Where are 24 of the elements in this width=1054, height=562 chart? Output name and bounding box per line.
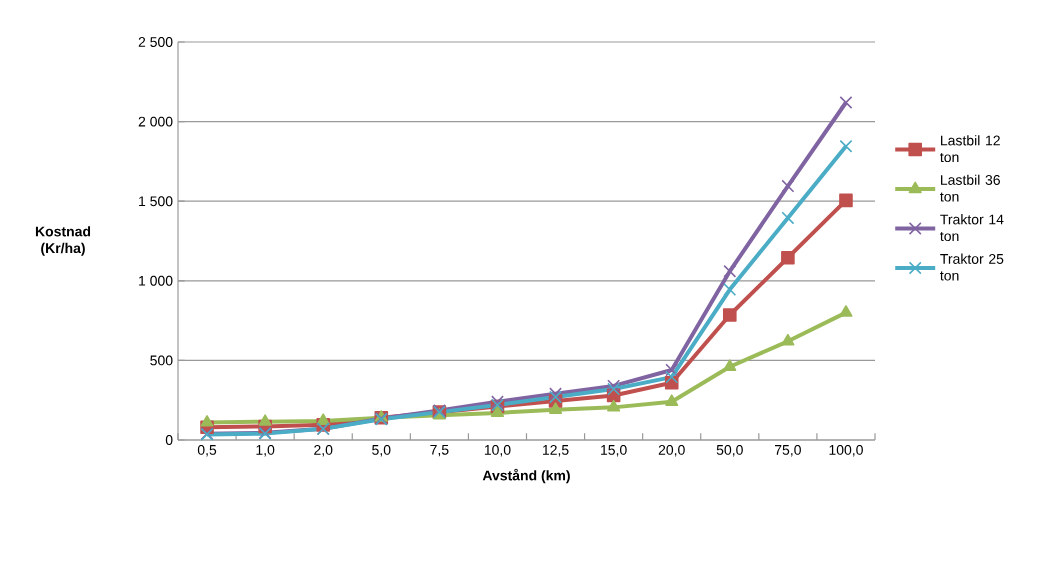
y-tick-label: 2 000 <box>138 116 173 127</box>
x-tick-label: 20,0 <box>658 444 685 457</box>
y-tick-label: 1 500 <box>139 196 173 207</box>
legend-label: Lastbil 12 ton <box>940 135 1000 163</box>
y-tick-label: 500 <box>150 355 173 366</box>
legend-label: Lastbil 36 ton <box>940 174 1000 202</box>
legend-label: Traktor 25 ton <box>940 253 1004 281</box>
x-tick-label: 1,0 <box>256 444 275 457</box>
x-tick-label: 15,0 <box>601 444 627 457</box>
x-tick-label: 2,0 <box>314 444 333 457</box>
y-tick-label: 0 <box>165 435 173 445</box>
legend-label: Traktor 14 ton <box>940 214 1004 242</box>
x-tick-label: 12,5 <box>542 444 569 457</box>
x-axis-title: Avstånd (km) <box>482 468 570 484</box>
x-tick-label: 100,0 <box>829 444 863 457</box>
x-tick-label: 0,5 <box>197 444 217 457</box>
y-tick-label: 2 500 <box>138 37 173 47</box>
y-tick-label: 1 000 <box>139 275 173 286</box>
x-tick-label: 75,0 <box>774 444 801 457</box>
x-tick-label: 10,0 <box>484 444 511 457</box>
x-tick-label: 5,0 <box>372 444 391 457</box>
x-tick-label: 50,0 <box>716 444 743 457</box>
y-axis-title: Kostnad (Kr/ha) <box>35 226 91 256</box>
x-tick-label: 7,5 <box>430 444 449 457</box>
